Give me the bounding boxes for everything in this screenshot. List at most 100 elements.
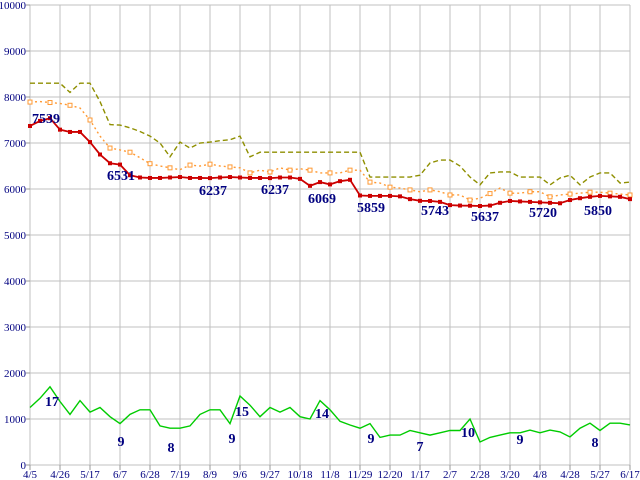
x-tick-label: 6/7: [113, 469, 128, 480]
y-tick-label: 3000: [4, 322, 27, 334]
red-solid-line-marker: [288, 175, 292, 180]
orange-dashed-line-marker: [347, 167, 353, 173]
y-tick-label: 2000: [4, 368, 27, 380]
orange-dashed-line-marker: [427, 187, 433, 193]
orange-dashed-line-marker: [327, 170, 333, 176]
red-solid-line-marker: [608, 194, 612, 199]
orange-dashed-line-marker: [107, 145, 113, 151]
x-tick-label: 11/29: [348, 469, 373, 480]
orange-dashed-line-marker: [307, 167, 313, 173]
y-tick-label: 8000: [4, 92, 27, 104]
red-solid-line-marker: [428, 198, 432, 203]
red-solid-line-marker: [438, 199, 442, 204]
orange-dashed-line-marker: [447, 192, 453, 198]
red-series-data-label: 6237: [199, 184, 227, 199]
red-solid-line-marker: [538, 200, 542, 205]
red-solid-line-marker: [198, 175, 202, 180]
x-tick-label: 10/18: [287, 469, 313, 480]
orange-dashed-line-marker: [507, 190, 513, 196]
red-solid-line-marker: [408, 197, 412, 202]
red-solid-line-marker: [368, 193, 372, 198]
red-solid-line-marker: [488, 203, 492, 208]
red-solid-line-marker: [228, 175, 232, 180]
x-tick-label: 4/28: [560, 469, 580, 480]
red-solid-line-marker: [618, 194, 622, 199]
red-solid-line-marker: [528, 199, 532, 204]
red-solid-line-marker: [318, 180, 322, 185]
x-tick-label: 5/17: [80, 469, 100, 480]
red-solid-line-marker: [278, 175, 282, 180]
x-tick-label: 4/8: [533, 469, 548, 480]
orange-dashed-line-marker: [47, 100, 53, 106]
green-series-data-label: 9: [118, 435, 125, 450]
red-solid-line-marker: [128, 173, 132, 178]
red-solid-line-marker: [588, 194, 592, 199]
x-tick-label: 1/17: [410, 469, 430, 480]
green-series-data-label: 10: [461, 426, 475, 441]
red-solid-line-marker: [158, 175, 162, 180]
red-solid-line-marker: [68, 129, 72, 134]
green-series-data-label: 7: [417, 440, 424, 455]
red-series-data-label: 5743: [421, 204, 449, 219]
red-series-data-label: 6237: [261, 183, 289, 198]
red-solid-line-marker: [468, 203, 472, 208]
red-solid-line-marker: [478, 204, 482, 209]
orange-dashed-line-marker: [367, 179, 373, 185]
red-solid-line-marker: [238, 175, 242, 180]
green-series-data-label: 8: [168, 441, 175, 456]
x-tick-label: 3/20: [500, 469, 520, 480]
y-tick-label: 7000: [4, 138, 27, 150]
orange-dashed-line-marker: [187, 162, 193, 168]
red-solid-line-marker: [178, 175, 182, 180]
red-solid-line-marker: [328, 182, 332, 187]
green-solid-line: [29, 385, 631, 443]
green-series-data-label: 15: [235, 405, 249, 420]
orange-dashed-line-marker: [167, 165, 173, 171]
red-solid-line-marker: [578, 196, 582, 201]
red-solid-line-marker: [568, 198, 572, 203]
green-series-data-label: 17: [45, 395, 59, 410]
red-solid-line-marker: [208, 176, 212, 181]
orange-dashed-line-marker: [227, 164, 233, 170]
red-solid-line-marker: [78, 129, 82, 134]
green-series-data-label: 9: [229, 432, 236, 447]
green-series-data-label: 9: [368, 432, 375, 447]
orange-dashed-line-marker: [567, 191, 573, 197]
orange-dashed-line-marker: [207, 161, 213, 167]
orange-dashed-line-marker: [247, 170, 253, 176]
orange-dashed-line-marker: [287, 167, 293, 173]
x-tick-label: 11/8: [320, 469, 340, 480]
red-solid-line-marker: [418, 198, 422, 203]
red-series-data-label: 6531: [107, 169, 135, 184]
orange-dashed-line-marker: [27, 99, 33, 105]
red-solid-line-marker: [58, 127, 62, 132]
red-series-data-label: 5720: [529, 206, 557, 221]
red-solid-line-marker: [168, 175, 172, 180]
red-solid-line-marker: [248, 175, 252, 180]
red-solid-line-marker: [448, 203, 452, 208]
orange-dashed-line-marker: [267, 169, 273, 175]
orange-dashed-line-marker: [87, 117, 93, 123]
x-tick-label: 8/9: [203, 469, 218, 480]
red-solid-line-marker: [628, 197, 632, 202]
red-solid-line-marker: [28, 123, 32, 128]
x-tick-label: 4/26: [50, 469, 70, 480]
red-solid-line-marker: [88, 140, 92, 145]
orange-dashed-line-marker: [127, 149, 133, 155]
red-series-data-label: 5859: [357, 201, 385, 216]
red-solid-line-marker: [398, 194, 402, 199]
red-solid-line-marker: [188, 175, 192, 180]
y-tick-label: 10000: [0, 0, 27, 12]
x-tick-label: 2/28: [470, 469, 490, 480]
y-tick-label: 4000: [4, 276, 27, 288]
red-solid-line-marker: [598, 193, 602, 198]
red-solid-line-marker: [38, 118, 42, 123]
orange-dashed-line-marker: [407, 187, 413, 193]
red-solid-line-marker: [508, 198, 512, 203]
red-solid-line-marker: [338, 179, 342, 184]
green-series-data-label: 9: [517, 433, 524, 448]
orange-dashed-line-marker: [387, 184, 393, 190]
x-tick-label: 7/19: [170, 469, 190, 480]
orange-dashed-line-marker: [487, 191, 493, 197]
